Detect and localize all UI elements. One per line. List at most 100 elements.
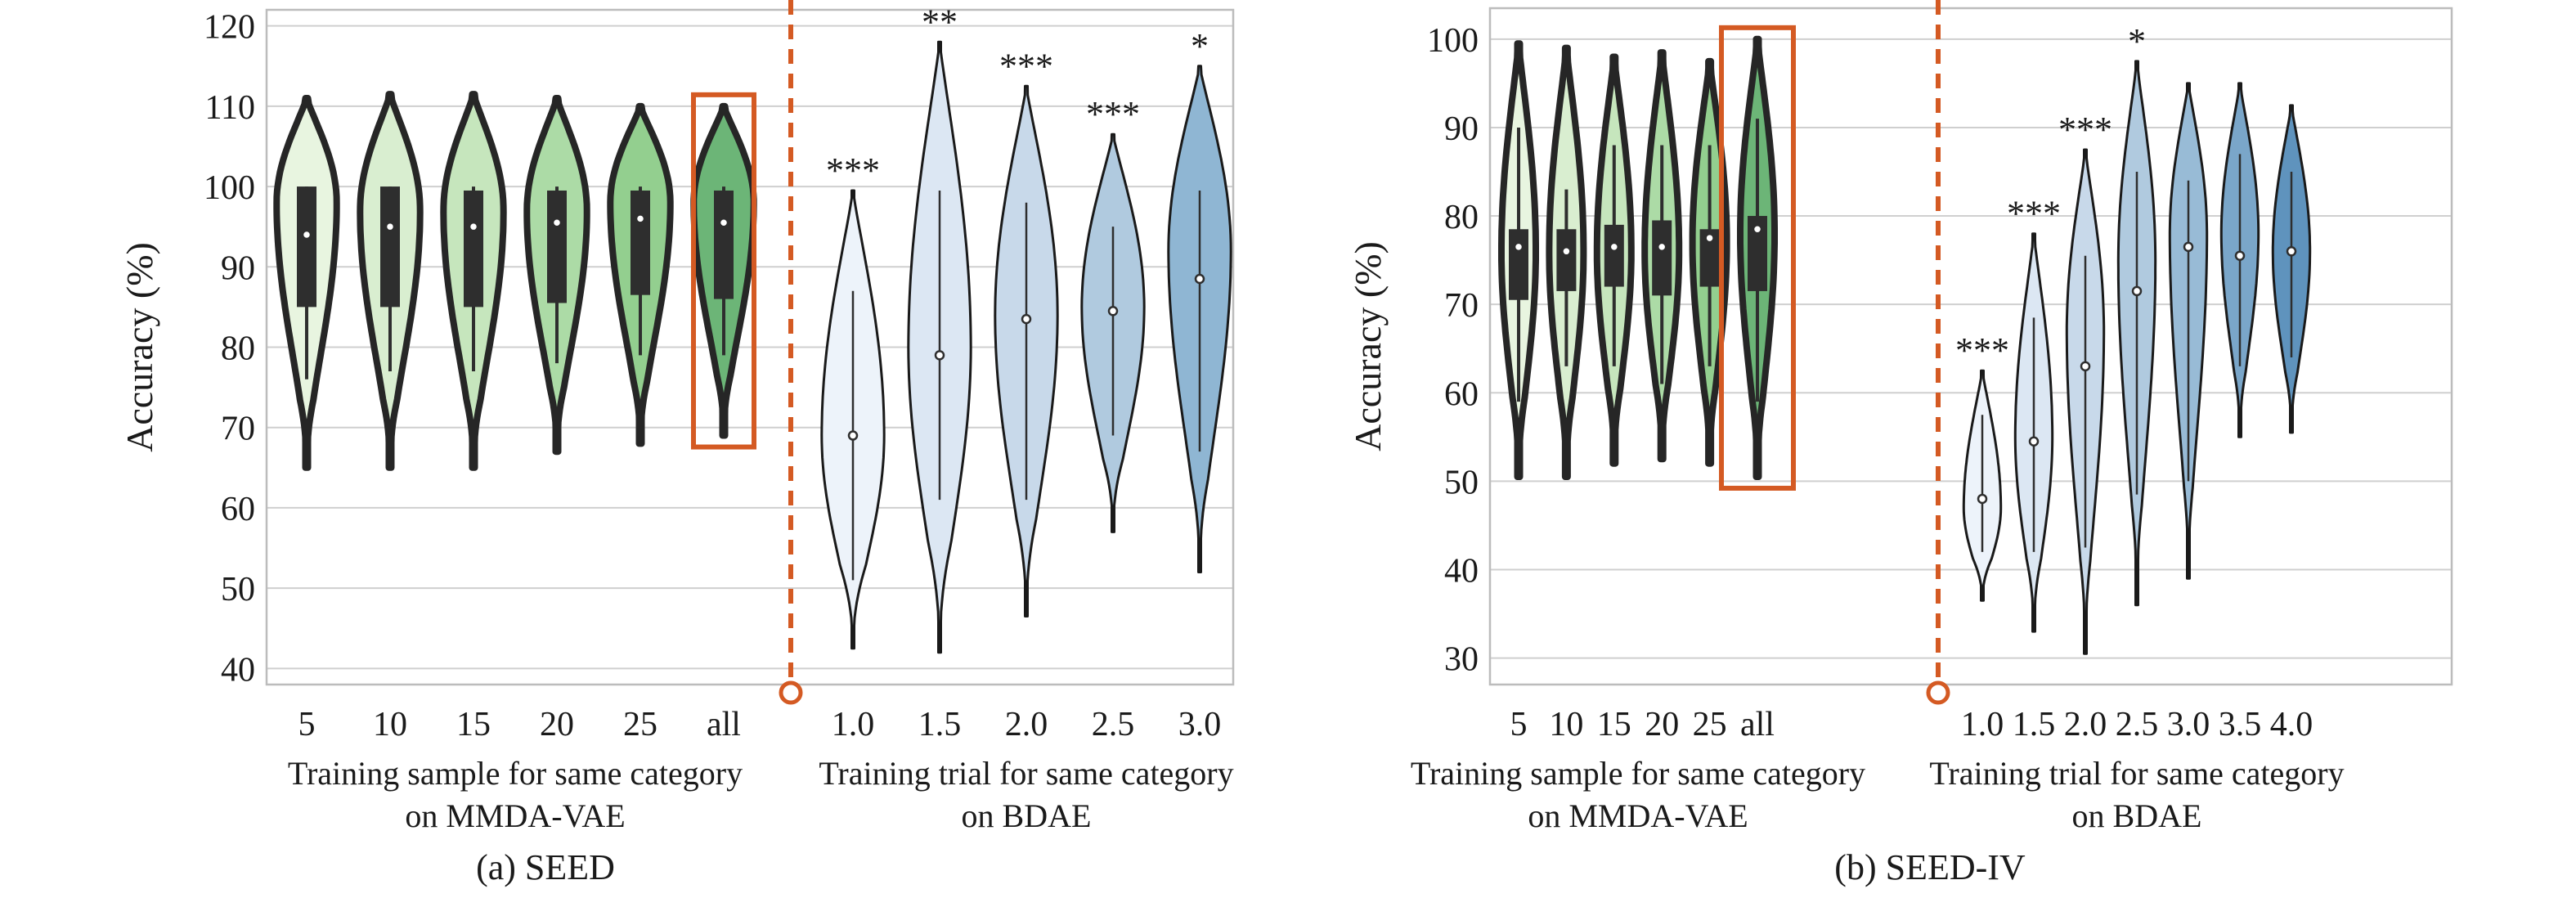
group-axis-label: on MMDA-VAE bbox=[405, 797, 625, 834]
violin-median-marker bbox=[2028, 436, 2040, 447]
plot-frame bbox=[265, 8, 1235, 686]
x-tick-label: 10 bbox=[1549, 706, 1583, 743]
plot-frame bbox=[1488, 7, 2453, 686]
violin-median-marker bbox=[384, 221, 396, 232]
violin-iqr-box bbox=[464, 190, 483, 308]
violin-median-marker bbox=[1752, 224, 1763, 235]
significance-label: ** bbox=[922, 2, 958, 42]
violin-median-marker bbox=[2234, 250, 2246, 261]
x-tick-label: 2.5 bbox=[2116, 706, 2159, 743]
x-tick-label: 15 bbox=[1597, 706, 1631, 743]
y-tick-label: 90 bbox=[1444, 110, 1479, 148]
violin-median-marker bbox=[1609, 241, 1620, 253]
y-tick-label: 40 bbox=[1444, 552, 1479, 590]
violin-median-marker bbox=[635, 213, 646, 224]
x-tick-label: 4.0 bbox=[2270, 706, 2313, 743]
panel-caption: (a) SEED bbox=[476, 847, 615, 887]
violin-median-marker bbox=[2131, 285, 2143, 297]
separator-marker bbox=[779, 680, 803, 705]
violin-median-marker bbox=[2286, 246, 2297, 257]
y-tick-label: 70 bbox=[1444, 287, 1479, 325]
y-axis-label: Accuracy (%) bbox=[1347, 241, 1389, 451]
highlight-box bbox=[691, 92, 756, 450]
violin-iqr-box bbox=[631, 190, 650, 295]
violin-median-marker bbox=[1561, 246, 1572, 257]
group-axis-label: Training trial for same category bbox=[819, 755, 1233, 792]
x-tick-label: 3.0 bbox=[1178, 706, 1222, 743]
significance-label: *** bbox=[2007, 194, 2061, 234]
violin-iqr-box bbox=[1509, 229, 1528, 300]
x-tick-label: 25 bbox=[623, 706, 657, 743]
x-tick-label: 2.5 bbox=[1092, 706, 1135, 743]
violin-median-marker bbox=[718, 218, 729, 228]
y-axis-label: Accuracy (%) bbox=[119, 242, 160, 452]
panel-seed-iv: 30 40 50 60 70 80 90 100 Accuracy (%) 5 10 15 20 25 al… bbox=[1347, 0, 2453, 887]
panel-caption: (b) SEED-IV bbox=[1834, 847, 2026, 887]
violin-median-marker bbox=[2080, 361, 2091, 372]
violin-iqr-box bbox=[1652, 220, 1672, 296]
x-tick-label: 1.5 bbox=[2013, 706, 2056, 743]
y-tick-label: 50 bbox=[1444, 464, 1479, 501]
violin-median-marker bbox=[1107, 306, 1119, 317]
y-tick-label: 30 bbox=[1444, 641, 1479, 679]
x-tick-label: 20 bbox=[540, 706, 574, 743]
y-tick-label: 120 bbox=[204, 9, 255, 47]
violin-iqr-box bbox=[547, 190, 567, 303]
x-tick-label: 3.0 bbox=[2167, 706, 2210, 743]
y-tick-label: 50 bbox=[221, 571, 255, 608]
violin-median-marker bbox=[1656, 241, 1667, 253]
x-tick-label: 5 bbox=[1510, 706, 1528, 743]
violin-iqr-box bbox=[1556, 229, 1577, 291]
violin-iqr-box bbox=[714, 190, 734, 299]
x-tick-label: 15 bbox=[456, 706, 491, 743]
group-axis-label: on MMDA-VAE bbox=[1528, 797, 1748, 834]
violin-median-marker bbox=[1194, 273, 1205, 285]
violin-median-marker bbox=[1977, 493, 1988, 505]
panel-seed: 40 50 60 70 80 90 100 110 120 Accuracy (%) 5 10 15 20… bbox=[119, 0, 1235, 887]
separator-marker bbox=[1926, 680, 1950, 705]
significance-label: * bbox=[1191, 26, 1209, 66]
violin-median-marker bbox=[2183, 241, 2194, 253]
group-axis-label: Training trial for same category bbox=[1929, 755, 2344, 792]
x-tick-label: 1.5 bbox=[918, 706, 962, 743]
violin-median-marker bbox=[468, 221, 479, 232]
violin-median-marker bbox=[1513, 241, 1524, 253]
x-tick-label: 20 bbox=[1645, 706, 1679, 743]
significance-label: *** bbox=[1086, 94, 1140, 134]
x-tick-label: 1.0 bbox=[832, 706, 875, 743]
violin-iqr-box bbox=[297, 186, 316, 308]
significance-label: *** bbox=[1955, 330, 2009, 370]
violin-median-marker bbox=[301, 229, 312, 240]
x-tick-label: 2.0 bbox=[1005, 706, 1048, 743]
significance-label: *** bbox=[826, 150, 880, 191]
group-axis-label: on BDAE bbox=[2072, 797, 2202, 834]
y-tick-label: 60 bbox=[221, 491, 255, 528]
violin-median-marker bbox=[1704, 232, 1715, 244]
y-tick-label: 80 bbox=[221, 330, 255, 368]
violin-median-marker bbox=[934, 350, 945, 361]
violin-median-marker bbox=[1021, 313, 1032, 325]
group-axis-label: Training sample for same category bbox=[1411, 755, 1865, 792]
y-tick-label: 100 bbox=[1427, 22, 1479, 60]
group-axis-label: on BDAE bbox=[962, 797, 1092, 834]
x-tick-label: all bbox=[1740, 706, 1775, 743]
group-axis-label: Training sample for same category bbox=[288, 755, 743, 792]
x-tick-label: 1.0 bbox=[1961, 706, 2004, 743]
y-tick-label: 40 bbox=[221, 651, 255, 689]
y-tick-label: 70 bbox=[221, 411, 255, 448]
significance-label: *** bbox=[999, 46, 1053, 86]
x-tick-label: 25 bbox=[1693, 706, 1727, 743]
violin-median-marker bbox=[551, 218, 563, 228]
y-tick-label: 80 bbox=[1444, 199, 1479, 236]
x-tick-label: all bbox=[707, 706, 741, 743]
significance-label: * bbox=[2128, 21, 2146, 61]
violin-iqr-box bbox=[380, 186, 400, 308]
y-tick-label: 90 bbox=[221, 249, 255, 287]
significance-label: *** bbox=[2058, 110, 2112, 150]
x-tick-label: 3.5 bbox=[2219, 706, 2262, 743]
violin-iqr-box bbox=[1604, 224, 1624, 287]
y-tick-label: 100 bbox=[204, 169, 255, 207]
y-tick-label: 60 bbox=[1444, 375, 1479, 413]
x-tick-label: 5 bbox=[298, 706, 316, 743]
